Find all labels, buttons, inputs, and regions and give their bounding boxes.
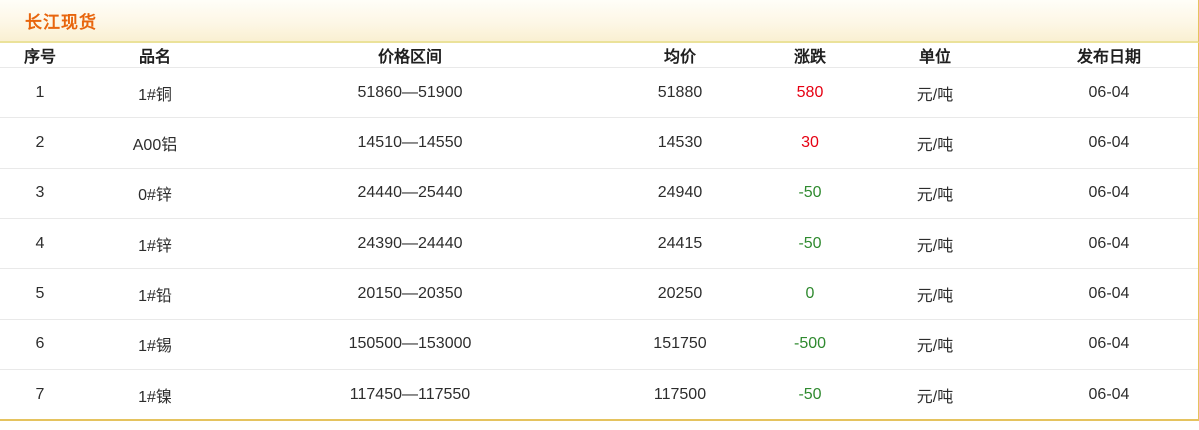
cell-date: 06-04 — [1020, 318, 1198, 370]
table-row: 4 1#锌 24390—24440 24415 -50 元/吨 06-04 — [0, 218, 1198, 269]
cell-date: 06-04 — [1020, 268, 1198, 320]
cell-date: 06-04 — [1020, 218, 1198, 269]
cell-change: 0 — [770, 268, 850, 320]
cell-change: -50 — [770, 369, 850, 419]
cell-unit: 元/吨 — [850, 167, 1020, 219]
column-header-date: 发布日期 — [1020, 43, 1198, 68]
cell-name: A00铝 — [80, 117, 230, 169]
cell-avg: 117500 — [590, 369, 770, 419]
cell-range: 51860—51900 — [230, 66, 590, 118]
cell-no: 1 — [0, 66, 80, 118]
cell-range: 14510—14550 — [230, 117, 590, 169]
cell-name: 1#铅 — [80, 268, 230, 320]
cell-date: 06-04 — [1020, 117, 1198, 169]
cell-date: 06-04 — [1020, 369, 1198, 419]
cell-avg: 20250 — [590, 268, 770, 320]
cell-date: 06-04 — [1020, 66, 1198, 118]
cell-change: -50 — [770, 218, 850, 269]
cell-unit: 元/吨 — [850, 117, 1020, 169]
cell-change: 580 — [770, 66, 850, 118]
cell-avg: 24940 — [590, 167, 770, 219]
cell-no: 7 — [0, 369, 80, 419]
cell-change: -500 — [770, 318, 850, 370]
cell-avg: 24415 — [590, 218, 770, 269]
cell-no: 5 — [0, 268, 80, 320]
column-header-range: 价格区间 — [230, 43, 590, 68]
cell-name: 1#锡 — [80, 318, 230, 370]
cell-unit: 元/吨 — [850, 218, 1020, 269]
cell-no: 3 — [0, 167, 80, 219]
cell-name: 0#锌 — [80, 167, 230, 219]
cell-range: 150500—153000 — [230, 318, 590, 370]
cell-date: 06-04 — [1020, 167, 1198, 219]
panel-title-bar: 长江现货 — [0, 0, 1199, 43]
table-row: 3 0#锌 24440—25440 24940 -50 元/吨 06-04 — [0, 167, 1198, 219]
table-row: 7 1#镍 117450—117550 117500 -50 元/吨 06-04 — [0, 369, 1198, 419]
table-header-row: 序号 品名 价格区间 均价 涨跌 单位 发布日期 — [0, 43, 1198, 68]
column-header-avg: 均价 — [590, 43, 770, 68]
cell-range: 117450—117550 — [230, 369, 590, 419]
cell-change: 30 — [770, 117, 850, 169]
cell-change: -50 — [770, 167, 850, 219]
cell-avg: 14530 — [590, 117, 770, 169]
table-row: 5 1#铅 20150—20350 20250 0 元/吨 06-04 — [0, 268, 1198, 320]
cell-unit: 元/吨 — [850, 318, 1020, 370]
column-header-no: 序号 — [0, 43, 80, 68]
table-row: 1 1#铜 51860—51900 51880 580 元/吨 06-04 — [0, 66, 1198, 118]
cell-unit: 元/吨 — [850, 268, 1020, 320]
table-row: 6 1#锡 150500—153000 151750 -500 元/吨 06-0… — [0, 318, 1198, 370]
cell-range: 24390—24440 — [230, 218, 590, 269]
cell-name: 1#铜 — [80, 66, 230, 118]
column-header-change: 涨跌 — [770, 43, 850, 68]
cell-no: 2 — [0, 117, 80, 169]
cell-no: 6 — [0, 318, 80, 370]
column-header-name: 品名 — [80, 43, 230, 68]
column-header-unit: 单位 — [850, 43, 1020, 68]
cell-range: 20150—20350 — [230, 268, 590, 320]
cell-unit: 元/吨 — [850, 369, 1020, 419]
cell-no: 4 — [0, 218, 80, 269]
panel-title: 长江现货 — [25, 13, 97, 32]
price-table: 序号 品名 价格区间 均价 涨跌 单位 发布日期 1 1#铜 51860—519… — [0, 43, 1198, 419]
cell-name: 1#镍 — [80, 369, 230, 419]
cell-avg: 51880 — [590, 66, 770, 118]
table-row: 2 A00铝 14510—14550 14530 30 元/吨 06-04 — [0, 117, 1198, 169]
price-table-container: 序号 品名 价格区间 均价 涨跌 单位 发布日期 1 1#铜 51860—519… — [0, 43, 1199, 421]
cell-avg: 151750 — [590, 318, 770, 370]
cell-unit: 元/吨 — [850, 66, 1020, 118]
cell-range: 24440—25440 — [230, 167, 590, 219]
cell-name: 1#锌 — [80, 218, 230, 269]
